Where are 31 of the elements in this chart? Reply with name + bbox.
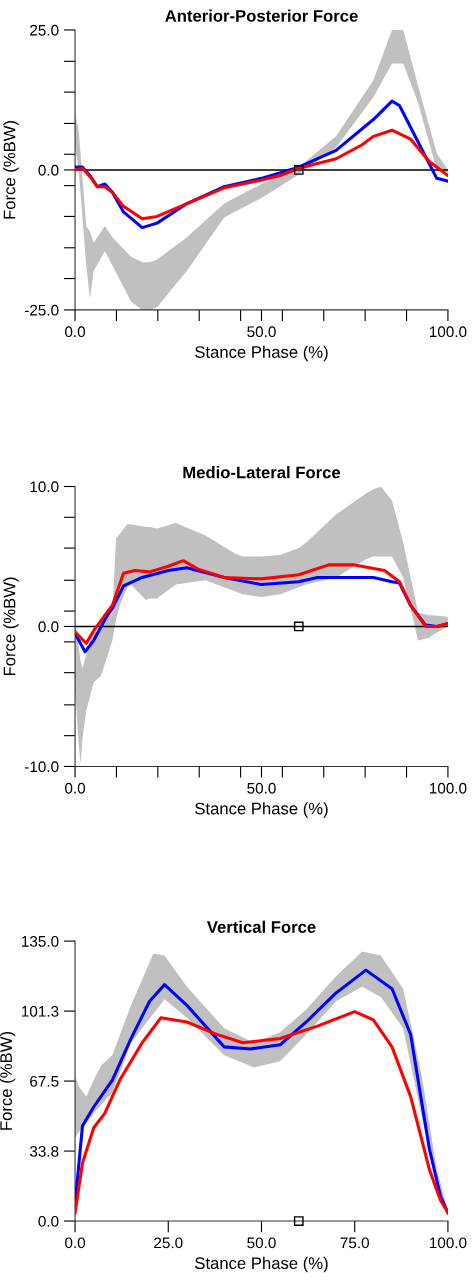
- x-tick-label: 100.0: [429, 1237, 467, 1249]
- x-axis-title: Stance Phase (%): [195, 1256, 328, 1273]
- y-axis-title: Force (%BW): [3, 120, 19, 219]
- x-axis-title: Stance Phase (%): [195, 345, 328, 362]
- x-axis-title: Stance Phase (%): [195, 802, 328, 818]
- y-tick-label: 10.0: [30, 481, 59, 493]
- y-tick-label: 135.0: [22, 935, 59, 947]
- y-tick-label: -25.0: [24, 304, 59, 316]
- chart-title: Medio-Lateral Force: [183, 466, 341, 479]
- x-tick-label: 50.0: [247, 1237, 276, 1249]
- chart-title: Vertical Force: [206, 920, 316, 933]
- x-tick-label: 0.0: [65, 326, 86, 338]
- x-tick-label: 100.0: [429, 326, 467, 338]
- y-tick-label: 25.0: [30, 24, 59, 36]
- y-tick-label: 0.0: [38, 621, 59, 633]
- x-tick-label: 0.0: [65, 1237, 86, 1249]
- x-tick-label: 50.0: [247, 782, 276, 794]
- y-tick-label: 101.3: [22, 1005, 59, 1017]
- x-tick-label: 0.0: [65, 782, 86, 794]
- x-tick-label: 100.0: [429, 782, 467, 794]
- y-tick-label: 33.8: [29, 1145, 59, 1157]
- y-axis-title: Force (%BW): [0, 1032, 16, 1130]
- y-tick-label: -10.0: [24, 761, 59, 773]
- chart-title: Anterior-Posterior Force: [165, 9, 358, 22]
- x-tick-label: 75.0: [340, 1237, 369, 1249]
- y-tick-label: 67.5: [30, 1075, 59, 1087]
- x-tick-label: 25.0: [154, 1237, 183, 1249]
- y-axis-title: Force (%BW): [3, 577, 19, 676]
- y-tick-label: 0.0: [38, 164, 59, 176]
- y-tick-label: 0.0: [38, 1215, 59, 1227]
- x-tick-label: 50.0: [247, 326, 276, 338]
